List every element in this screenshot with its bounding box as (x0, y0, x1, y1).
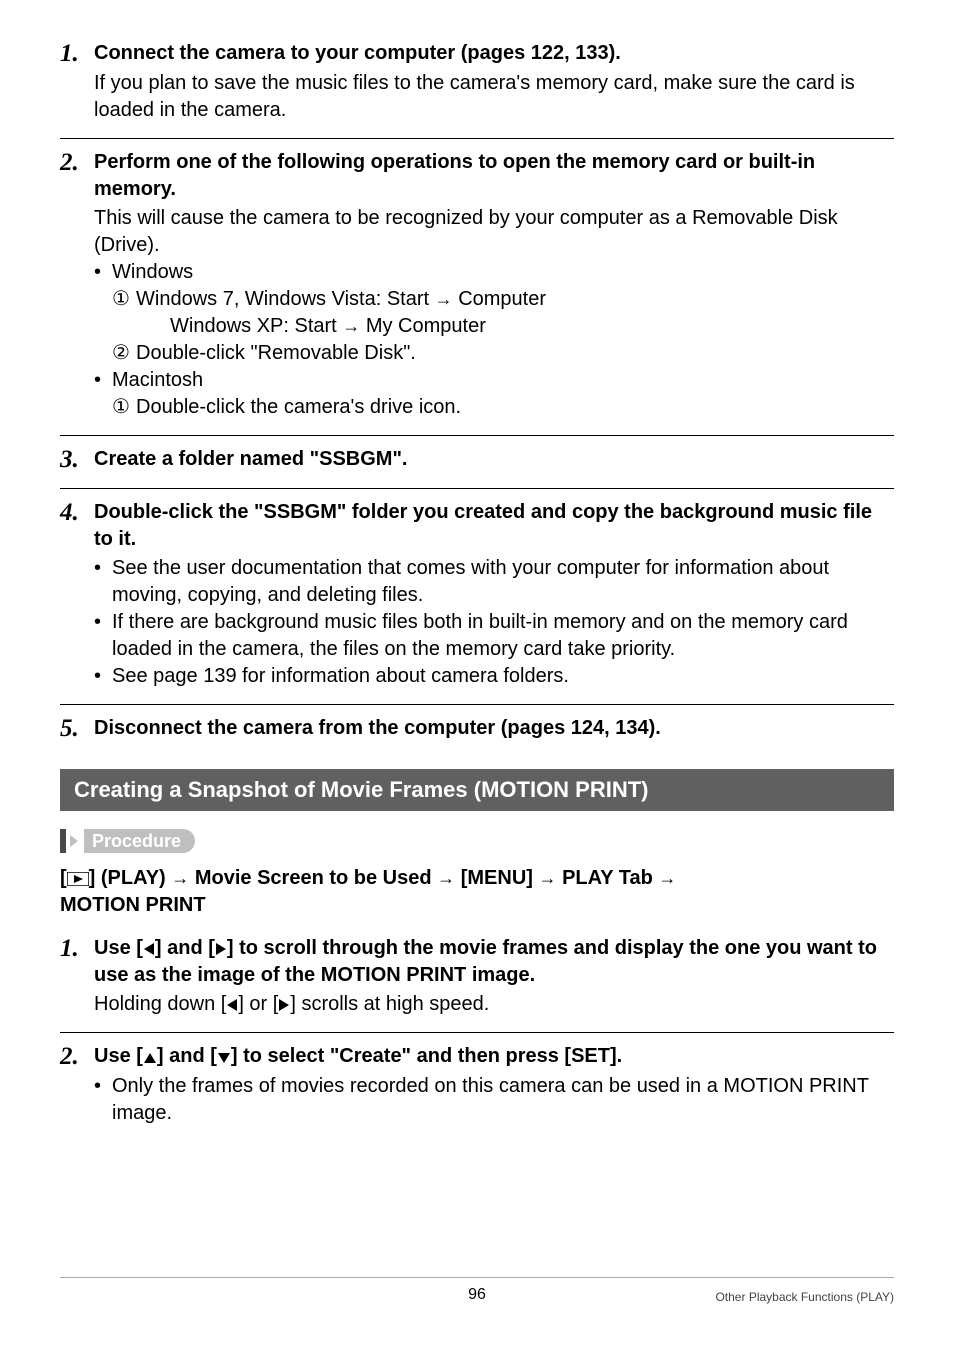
arrow-right-icon: → (171, 868, 189, 888)
play-mode-icon (67, 872, 89, 886)
text: Windows 7, Windows Vista: Start (136, 288, 429, 310)
step4-bullet3: See page 139 for information about camer… (112, 663, 894, 690)
text: PLAY Tab (562, 867, 653, 889)
text: ] or [ (238, 993, 278, 1015)
procedure-bar (60, 829, 66, 853)
step5-number: 5. (60, 715, 94, 743)
page-footer: 96 Other Playback Functions (PLAY) (60, 1277, 894, 1334)
bullet-dot: • (94, 1073, 112, 1100)
down-triangle-icon (217, 1052, 231, 1064)
step1-number: 1. (60, 40, 94, 68)
step3-number: 3. (60, 446, 94, 474)
procedure-triangle-icon (70, 835, 78, 847)
step2-win-line3: Double-click "Removable Disk". (136, 340, 894, 367)
text: Movie Screen to be Used (195, 867, 432, 889)
step4-heading: Double-click the "SSBGM" folder you crea… (94, 499, 894, 553)
divider (60, 138, 894, 139)
divider (60, 488, 894, 489)
text: Windows XP: Start (170, 315, 337, 337)
procedure-pill: Procedure (84, 829, 195, 853)
arrow-right-icon: → (658, 868, 676, 888)
step1-heading: Connect the camera to your computer (pag… (94, 40, 894, 67)
step4-bullet2: If there are background music files both… (112, 609, 894, 663)
section-heading: Creating a Snapshot of Movie Frames (MOT… (60, 769, 894, 811)
arrow-right-icon: → (437, 868, 455, 888)
step2-body: This will cause the camera to be recogni… (94, 205, 894, 259)
step2-win-line1: Windows 7, Windows Vista: Start → Comput… (136, 286, 894, 313)
text: [ (60, 867, 67, 889)
text: ] and [ (155, 937, 215, 959)
divider (60, 1032, 894, 1033)
left-triangle-icon (226, 998, 238, 1012)
text: MOTION PRINT (60, 894, 206, 916)
right-triangle-icon (215, 942, 227, 956)
step4-bullet1: See the user documentation that comes wi… (112, 555, 894, 609)
bullet-dot: • (94, 609, 112, 636)
mstep2-bullet: Only the frames of movies recorded on th… (112, 1073, 894, 1127)
text: Computer (458, 288, 546, 310)
mstep1-body: Holding down [ ] or [ ] scrolls at high sp… (94, 991, 894, 1018)
text: ] scrolls at high speed. (290, 993, 489, 1015)
text: ] (PLAY) (89, 867, 166, 889)
step1-body: If you plan to save the music files to t… (94, 70, 894, 124)
step2-number: 2. (60, 149, 94, 177)
arrow-right-icon: → (342, 316, 360, 336)
arrow-right-icon: → (435, 289, 453, 309)
step5-heading: Disconnect the camera from the computer … (94, 715, 894, 742)
mstep1-number: 1. (60, 935, 94, 963)
step3-heading: Create a folder named "SSBGM". (94, 446, 894, 473)
step2-bullet-windows: Windows (112, 259, 894, 286)
mstep1-heading: Use [] and [] to scroll through the movi… (94, 935, 894, 989)
divider (60, 435, 894, 436)
bullet-dot: • (94, 555, 112, 582)
text: Holding down [ (94, 993, 226, 1015)
page-number: 96 (338, 1286, 616, 1304)
circled-1: ① (112, 286, 136, 313)
bullet-dot: • (94, 367, 112, 394)
step2-heading: Perform one of the following operations … (94, 149, 894, 203)
text: Use [ (94, 1045, 143, 1067)
step2-win-line2: Windows XP: Start → My Computer (170, 313, 894, 340)
text: ] and [ (157, 1045, 217, 1067)
procedure-path: [ ] (PLAY) → Movie Screen to be Used → [M… (60, 865, 894, 919)
step4-number: 4. (60, 499, 94, 527)
mstep2-number: 2. (60, 1043, 94, 1071)
left-triangle-icon (143, 942, 155, 956)
bullet-dot: • (94, 663, 112, 690)
right-triangle-icon (278, 998, 290, 1012)
mstep2-heading: Use [ ] and [ ] to select "Create" and the… (94, 1043, 894, 1070)
text: ] to select "Create" and then press [SET… (231, 1045, 622, 1067)
step2-mac-line: Double-click the camera's drive icon. (136, 394, 894, 421)
footer-label: Other Playback Functions (PLAY) (616, 1290, 894, 1304)
step2-bullet-mac: Macintosh (112, 367, 894, 394)
text: [MENU] (461, 867, 533, 889)
up-triangle-icon (143, 1052, 157, 1064)
arrow-right-icon: → (539, 868, 557, 888)
circled-1: ① (112, 394, 136, 421)
divider (60, 704, 894, 705)
bullet-dot: • (94, 259, 112, 286)
text: My Computer (366, 315, 486, 337)
procedure-label-row: Procedure (60, 829, 894, 853)
text: Use [ (94, 937, 143, 959)
circled-2: ② (112, 340, 136, 367)
